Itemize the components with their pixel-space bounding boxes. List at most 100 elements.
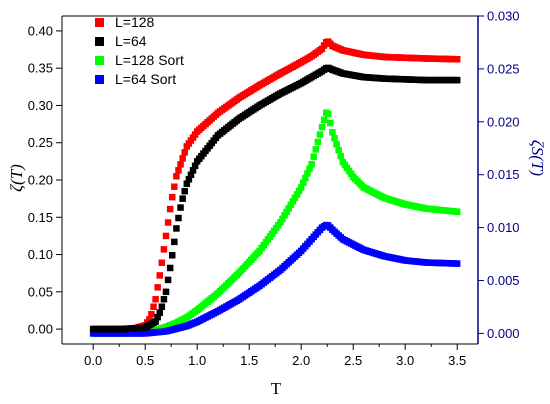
y-right-tick-label: 0.010 xyxy=(487,220,520,235)
data-point xyxy=(171,183,178,190)
data-point xyxy=(316,131,324,138)
data-point xyxy=(164,276,172,284)
data-point xyxy=(148,310,155,318)
data-point xyxy=(331,135,338,142)
data-point xyxy=(318,123,326,131)
data-point xyxy=(189,167,197,174)
data-point xyxy=(287,201,295,209)
data-point xyxy=(297,184,305,191)
data-point xyxy=(168,252,176,259)
data-point xyxy=(173,173,180,180)
data-point xyxy=(320,116,328,124)
data-point xyxy=(314,138,322,146)
data-point xyxy=(164,219,172,226)
data-point xyxy=(187,171,195,179)
y-right-tick-label: 0.025 xyxy=(487,61,520,76)
data-point xyxy=(179,195,186,202)
data-point xyxy=(152,318,159,325)
data-point xyxy=(310,153,317,160)
y-right-tick-label: 0.000 xyxy=(487,326,520,341)
data-point xyxy=(181,149,188,156)
series-layer xyxy=(89,38,461,337)
data-point xyxy=(329,129,336,136)
data-point xyxy=(183,180,191,187)
legend-swatch xyxy=(95,56,104,65)
data-point xyxy=(279,215,286,223)
data-point xyxy=(453,55,461,63)
y-left-tick-label: 0.30 xyxy=(28,98,53,113)
data-point xyxy=(158,259,166,266)
legend-item: L=64 Sort xyxy=(95,71,176,87)
x-tick-label: 3.0 xyxy=(396,353,414,368)
data-point xyxy=(160,246,168,253)
data-point xyxy=(337,152,344,160)
data-point xyxy=(162,288,170,296)
data-point xyxy=(283,208,290,216)
data-point xyxy=(166,264,174,272)
legend-swatch xyxy=(95,18,104,27)
legend-item: L=128 Sort xyxy=(95,52,184,68)
y-left-axis-title: ζ(T) xyxy=(7,164,26,192)
data-point xyxy=(181,187,188,195)
data-point xyxy=(152,296,159,303)
data-point xyxy=(154,284,161,291)
x-tick-label: 1.0 xyxy=(188,353,206,368)
y-right-axis-title: ζS(T) xyxy=(528,140,547,176)
data-point xyxy=(162,232,170,240)
data-point xyxy=(335,146,342,154)
legend-swatch xyxy=(95,75,104,84)
y-right-tick-label: 0.005 xyxy=(487,273,520,288)
data-point xyxy=(291,194,299,202)
x-tick-label: 0.5 xyxy=(136,353,154,368)
y-right-tick-label: 0.030 xyxy=(487,9,520,24)
series-l-64 xyxy=(89,64,461,333)
data-point xyxy=(281,212,288,219)
data-point xyxy=(156,272,164,279)
data-point xyxy=(306,165,313,173)
y-right-tick-label: 0.015 xyxy=(487,167,520,182)
data-point xyxy=(171,238,178,246)
data-point xyxy=(453,76,461,84)
y-left-tick-label: 0.20 xyxy=(28,173,53,188)
y-left-tick-label: 0.40 xyxy=(28,23,53,38)
data-point xyxy=(156,309,164,316)
y-left-tick-label: 0.25 xyxy=(28,135,53,150)
data-point xyxy=(304,170,311,177)
data-point xyxy=(160,296,168,303)
y-right-tick-label: 0.020 xyxy=(487,114,520,129)
y-left-tick-label: 0.05 xyxy=(28,284,53,299)
legend-label: L=128 Sort xyxy=(115,52,184,68)
data-point xyxy=(295,187,303,195)
x-tick-label: 2.0 xyxy=(292,353,310,368)
data-point xyxy=(191,162,199,170)
data-point xyxy=(320,42,328,49)
legend-label: L=128 xyxy=(115,14,155,30)
data-point xyxy=(285,205,292,212)
axes-layer: 0.0 0.5 1.0 1.5 2.0 2.5 3.0 3.5 0.00 0.05 0.10 0.15… xyxy=(28,9,520,369)
data-point xyxy=(166,205,174,213)
data-point xyxy=(318,45,326,53)
series-l-128-sort xyxy=(89,109,461,337)
data-point xyxy=(173,225,180,232)
x-tick-label: 1.5 xyxy=(240,353,258,368)
y-left-tick-label: 0.00 xyxy=(28,322,53,337)
data-point xyxy=(177,161,184,168)
legend-swatch xyxy=(95,37,104,46)
x-tick-label: 2.5 xyxy=(344,353,362,368)
x-tick-label: 0.0 xyxy=(84,353,102,368)
data-point xyxy=(300,179,307,186)
data-point xyxy=(177,204,184,211)
data-point xyxy=(179,155,186,162)
data-point xyxy=(150,303,157,310)
data-point xyxy=(302,174,309,182)
data-point xyxy=(293,191,301,198)
data-point xyxy=(453,208,461,215)
data-point xyxy=(324,110,332,118)
data-point xyxy=(327,119,334,127)
data-point xyxy=(175,214,182,222)
data-point xyxy=(453,260,461,267)
data-point xyxy=(146,316,153,323)
legend-item: L=128 xyxy=(95,14,155,30)
legend-label: L=64 xyxy=(115,33,147,49)
